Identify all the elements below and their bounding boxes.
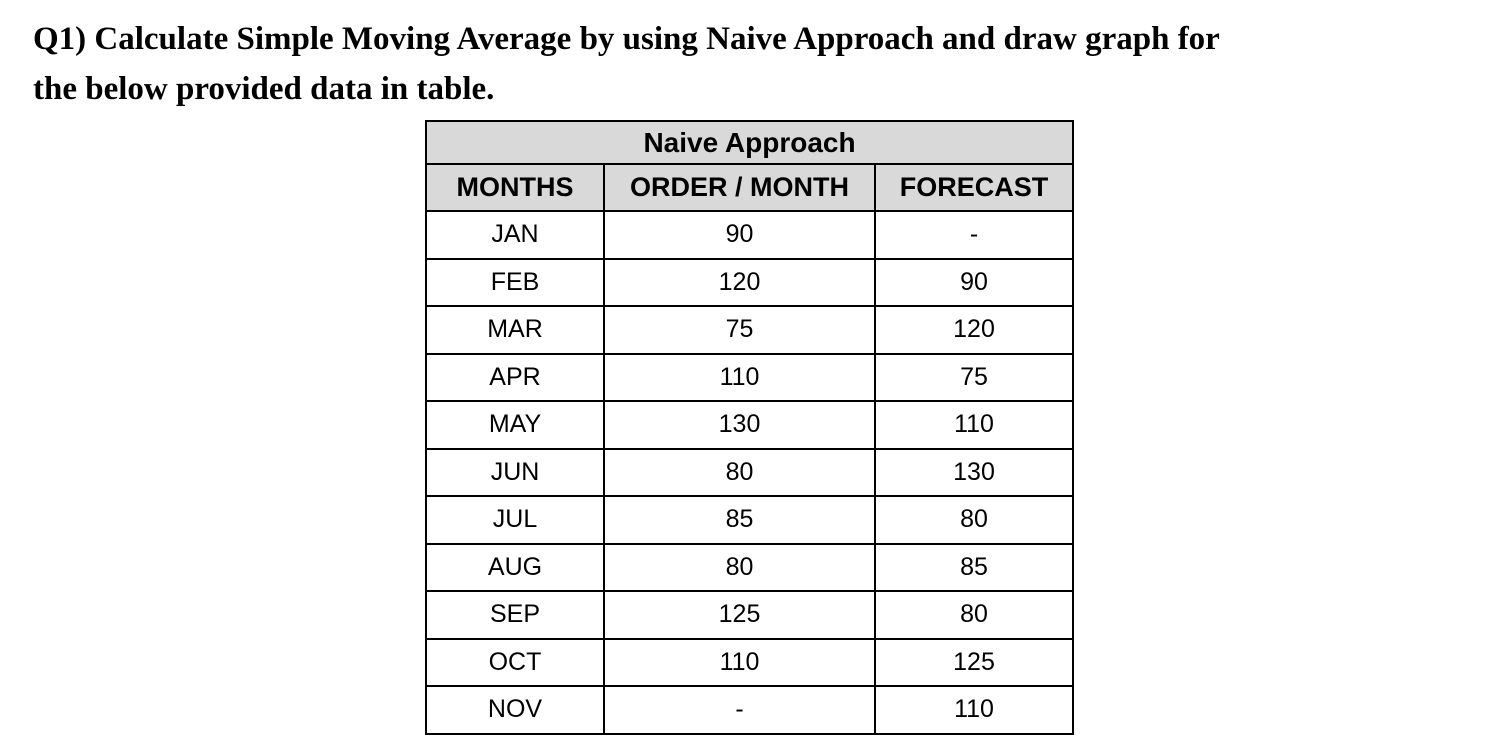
forecast-cell: - (873, 210, 1075, 260)
order-cell: 80 (603, 447, 876, 497)
table-row: MAY 130 110 (425, 400, 1075, 450)
forecast-cell: 110 (873, 400, 1075, 450)
month-cell: JUL (425, 495, 605, 545)
naive-approach-table: Naive Approach MONTHS ORDER / MONTH FORE… (424, 120, 1075, 735)
forecast-cell: 75 (873, 352, 1075, 402)
order-cell: 90 (603, 210, 876, 260)
order-cell: 75 (603, 305, 876, 355)
question-text: Q1) Calculate Simple Moving Average by u… (33, 14, 1220, 114)
table-row: NOV - 110 (425, 685, 1075, 735)
column-header-forecast: FORECAST (873, 163, 1075, 212)
order-cell: 80 (603, 542, 876, 592)
order-cell: - (603, 685, 876, 735)
forecast-cell: 85 (873, 542, 1075, 592)
forecast-cell: 80 (873, 590, 1075, 640)
month-cell: MAR (425, 305, 605, 355)
order-cell: 110 (603, 352, 876, 402)
month-cell: AUG (425, 542, 605, 592)
forecast-cell: 110 (873, 685, 1075, 735)
forecast-cell: 90 (873, 257, 1075, 307)
order-cell: 120 (603, 257, 876, 307)
month-cell: NOV (425, 685, 605, 735)
column-header-months: MONTHS (425, 163, 605, 212)
forecast-cell: 125 (873, 637, 1075, 687)
table-row: OCT 110 125 (425, 637, 1075, 687)
month-cell: APR (425, 352, 605, 402)
month-cell: MAY (425, 400, 605, 450)
column-header-order: ORDER / MONTH (603, 163, 876, 212)
table-row: FEB 120 90 (425, 257, 1075, 307)
table-row: APR 110 75 (425, 352, 1075, 402)
month-cell: OCT (425, 637, 605, 687)
month-cell: JUN (425, 447, 605, 497)
forecast-cell: 80 (873, 495, 1075, 545)
month-cell: SEP (425, 590, 605, 640)
month-cell: FEB (425, 257, 605, 307)
table-row: AUG 80 85 (425, 542, 1075, 592)
question-line-1: Q1) Calculate Simple Moving Average by u… (33, 21, 1220, 57)
table-row: JUN 80 130 (425, 447, 1075, 497)
order-cell: 130 (603, 400, 876, 450)
table-row: JAN 90 - (425, 210, 1075, 260)
table-row: MAR 75 120 (425, 305, 1075, 355)
forecast-cell: 130 (873, 447, 1075, 497)
table-title-row: Naive Approach (424, 120, 1075, 165)
table-header-row: MONTHS ORDER / MONTH FORECAST (425, 163, 1075, 212)
table-row: JUL 85 80 (425, 495, 1075, 545)
table-row: SEP 125 80 (425, 590, 1075, 640)
month-cell: JAN (425, 210, 605, 260)
forecast-cell: 120 (873, 305, 1075, 355)
table-title: Naive Approach (424, 120, 1075, 165)
order-cell: 125 (603, 590, 876, 640)
question-line-2: the below provided data in table. (33, 71, 495, 107)
order-cell: 110 (603, 637, 876, 687)
order-cell: 85 (603, 495, 876, 545)
